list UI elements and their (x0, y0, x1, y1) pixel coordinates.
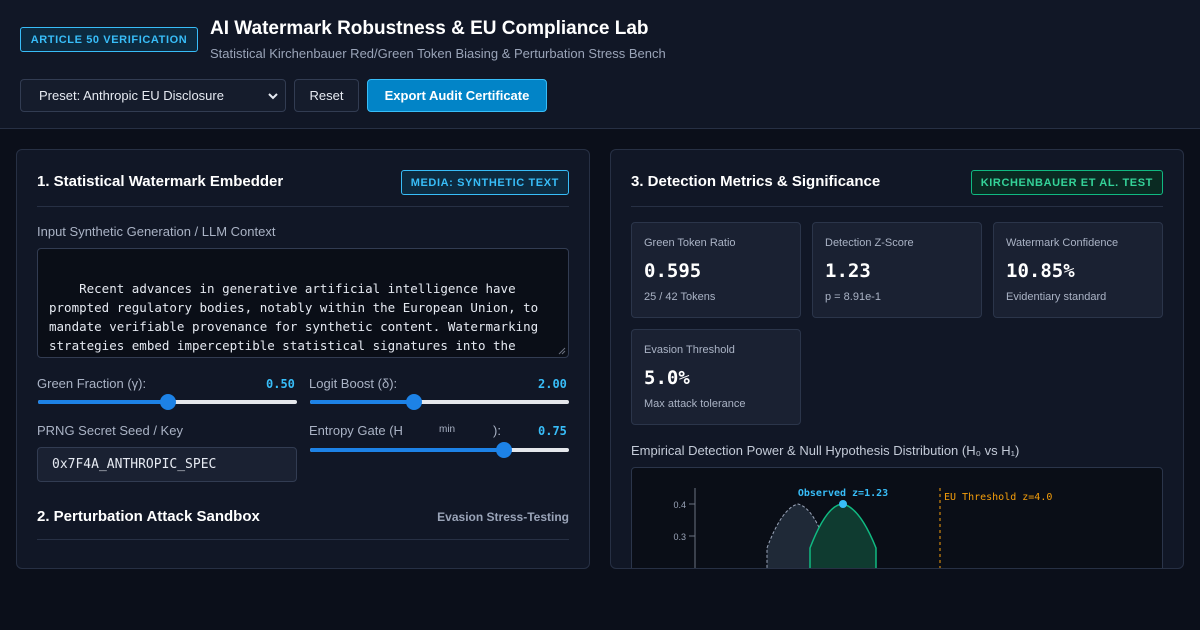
metric-label: Detection Z-Score (825, 237, 914, 249)
sandbox-title: 2. Perturbation Attack Sandbox (37, 508, 260, 525)
metric-note: 25 / 42 Tokens (644, 291, 716, 303)
distribution-chart-title: Empirical Detection Power & Null Hypothe… (631, 443, 1020, 458)
app-header: ARTICLE 50 VERIFICATION AI Watermark Rob… (0, 0, 1200, 129)
entropy-gate-slider[interactable] (310, 442, 569, 458)
alt-distribution-curve (809, 503, 877, 568)
metric-note: p = 8.91e-1 (825, 291, 881, 303)
evasion-stress-label: Evasion Stress-Testing (437, 510, 569, 524)
metric-value: 10.85% (1006, 260, 1075, 282)
divider (37, 206, 569, 207)
input-label: Input Synthetic Generation / LLM Context (37, 224, 276, 239)
metric-card-z-score: Detection Z-Score 1.23 p = 8.91e-1 (812, 222, 982, 318)
distribution-chart: 0.4 0.3 Observed z=1.23 EU Threshold z=4… (631, 467, 1163, 568)
observed-point (839, 500, 847, 508)
y-tick-label: 0.4 (673, 500, 686, 510)
entropy-gate-value: 0.75 (538, 424, 567, 438)
metric-note: Evidentiary standard (1006, 291, 1107, 303)
green-fraction-slider[interactable] (38, 394, 297, 410)
threshold-label: EU Threshold z=4.0 (944, 492, 1052, 503)
slider-thumb[interactable] (159, 394, 176, 410)
seed-label: PRNG Secret Seed / Key (37, 423, 183, 438)
metric-card-evasion-threshold: Evasion Threshold 5.0% Max attack tolera… (631, 329, 801, 425)
resize-grip-icon[interactable] (558, 347, 566, 355)
metrics-panel: 3. Detection Metrics & Significance KIRC… (610, 149, 1184, 569)
app-title: AI Watermark Robustness & EU Compliance … (210, 18, 649, 39)
export-audit-certificate-button[interactable]: Export Audit Certificate (367, 79, 547, 112)
logit-boost-label: Logit Boost (δ): (309, 376, 398, 391)
metric-value: 1.23 (825, 260, 871, 282)
media-badge: MEDIA: SYNTHETIC TEXT (400, 170, 569, 195)
logit-boost-slider[interactable] (310, 394, 569, 410)
y-tick-label: 0.3 (673, 532, 686, 542)
metric-card-confidence: Watermark Confidence 10.85% Evidentiary … (993, 222, 1163, 318)
metric-label: Evasion Threshold (644, 344, 735, 356)
article-50-badge: ARTICLE 50 VERIFICATION (20, 27, 198, 52)
divider (37, 539, 569, 540)
green-fraction-value: 0.50 (266, 377, 295, 391)
entropy-gate-label: Entropy Gate (H (309, 423, 403, 438)
logit-boost-value: 2.00 (538, 377, 567, 391)
preset-select-value: Preset: Anthropic EU Disclosure (39, 88, 224, 103)
entropy-gate-suffix: ): (493, 423, 501, 438)
chevron-down-icon (268, 93, 278, 100)
metric-note: Max attack tolerance (644, 398, 746, 410)
distribution-svg: 0.4 0.3 Observed z=1.23 EU Threshold z=4… (673, 488, 1052, 568)
metric-label: Watermark Confidence (1006, 237, 1119, 249)
synthetic-text-input[interactable]: Recent advances in generative artificial… (37, 248, 569, 358)
synthetic-text-value: Recent advances in generative artificial… (49, 281, 539, 353)
metrics-title: 3. Detection Metrics & Significance (631, 173, 881, 190)
reset-button[interactable]: Reset (294, 79, 359, 112)
green-fraction-label: Green Fraction (γ): (37, 376, 147, 391)
slider-thumb[interactable] (405, 394, 422, 410)
kirchenbauer-badge: KIRCHENBAUER ET AL. TEST (970, 170, 1163, 195)
embedder-panel: 1. Statistical Watermark Embedder MEDIA:… (16, 149, 590, 569)
observed-label: Observed z=1.23 (798, 488, 888, 499)
entropy-gate-sub: min (439, 424, 456, 435)
prng-seed-input[interactable]: 0x7F4A_ANTHROPIC_SPEC (37, 447, 297, 482)
slider-thumb[interactable] (496, 442, 513, 458)
embedder-title: 1. Statistical Watermark Embedder (37, 173, 284, 190)
metric-card-green-ratio: Green Token Ratio 0.595 25 / 42 Tokens (631, 222, 801, 318)
app-subtitle: Statistical Kirchenbauer Red/Green Token… (210, 46, 666, 61)
divider (631, 206, 1163, 207)
metric-value: 5.0% (644, 367, 690, 389)
preset-select[interactable]: Preset: Anthropic EU Disclosure (20, 79, 286, 112)
metric-label: Green Token Ratio (644, 237, 736, 249)
metric-value: 0.595 (644, 260, 702, 282)
